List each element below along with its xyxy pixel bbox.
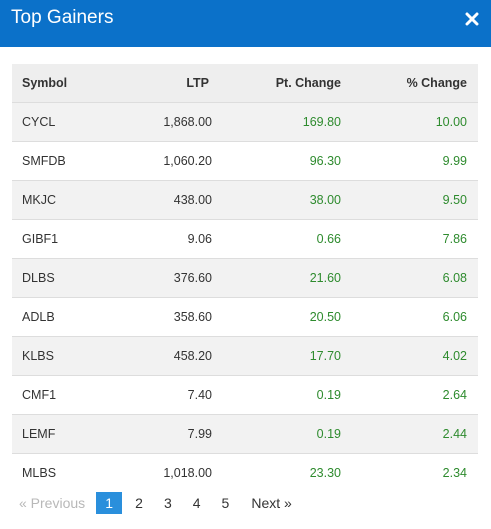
pt-change-cell: 169.80 xyxy=(221,101,353,141)
pct-change-cell: 10.00 xyxy=(353,101,478,141)
previous-page-link[interactable]: « Previous xyxy=(19,495,86,511)
symbol-cell[interactable]: CYCL xyxy=(12,101,122,141)
page-link-4[interactable]: 4 xyxy=(192,495,201,511)
ltp-cell: 376.60 xyxy=(122,257,221,297)
column-header-symbol[interactable]: Symbol xyxy=(12,64,122,103)
pt-change-cell: 20.50 xyxy=(221,296,353,336)
pt-change-cell: 23.30 xyxy=(221,452,353,492)
symbol-cell[interactable]: DLBS xyxy=(12,257,122,297)
table-row[interactable]: SMFDB 1,060.20 96.30 9.99 xyxy=(12,140,478,180)
pct-change-cell: 6.08 xyxy=(353,257,478,297)
pt-change-cell: 17.70 xyxy=(221,335,353,375)
ltp-cell: 458.20 xyxy=(122,335,221,375)
table-body: CYCL 1,868.00 169.80 10.00 SMFDB 1,060.2… xyxy=(12,101,478,492)
pagination: « Previous 1 2 3 4 5 Next » xyxy=(19,492,292,514)
table-row[interactable]: GIBF1 9.06 0.66 7.86 xyxy=(12,218,478,258)
symbol-cell[interactable]: SMFDB xyxy=(12,140,122,180)
table-row[interactable]: KLBS 458.20 17.70 4.02 xyxy=(12,335,478,375)
pt-change-cell: 0.66 xyxy=(221,218,353,258)
symbol-cell[interactable]: GIBF1 xyxy=(12,218,122,258)
ltp-cell: 1,868.00 xyxy=(122,101,221,141)
pt-change-cell: 0.19 xyxy=(221,413,353,453)
ltp-cell: 358.60 xyxy=(122,296,221,336)
pct-change-cell: 2.64 xyxy=(353,374,478,414)
ltp-cell: 7.40 xyxy=(122,374,221,414)
ltp-cell: 7.99 xyxy=(122,413,221,453)
page-link-5[interactable]: 5 xyxy=(221,495,230,511)
table-row[interactable]: MLBS 1,018.00 23.30 2.34 xyxy=(12,452,478,492)
table-row[interactable]: CYCL 1,868.00 169.80 10.00 xyxy=(12,101,478,141)
column-header-ltp[interactable]: LTP xyxy=(122,64,221,103)
symbol-cell[interactable]: CMF1 xyxy=(12,374,122,414)
pct-change-cell: 4.02 xyxy=(353,335,478,375)
modal-title: Top Gainers xyxy=(11,7,114,28)
pct-change-cell: 2.34 xyxy=(353,452,478,492)
pct-change-cell: 6.06 xyxy=(353,296,478,336)
table-header: Symbol LTP Pt. Change % Change xyxy=(12,64,478,103)
symbol-cell[interactable]: MLBS xyxy=(12,452,122,492)
table-row[interactable]: DLBS 376.60 21.60 6.08 xyxy=(12,257,478,297)
pt-change-cell: 21.60 xyxy=(221,257,353,297)
pt-change-cell: 0.19 xyxy=(221,374,353,414)
page-link-2[interactable]: 2 xyxy=(135,495,143,511)
close-icon xyxy=(465,12,479,26)
gainers-table: Symbol LTP Pt. Change % Change CYCL 1,86… xyxy=(12,64,478,492)
ltp-cell: 438.00 xyxy=(122,179,221,219)
ltp-cell: 1,018.00 xyxy=(122,452,221,492)
ltp-cell: 1,060.20 xyxy=(122,140,221,180)
table-row[interactable]: MKJC 438.00 38.00 9.50 xyxy=(12,179,478,219)
pct-change-cell: 2.44 xyxy=(353,413,478,453)
close-button[interactable] xyxy=(461,8,483,30)
symbol-cell[interactable]: MKJC xyxy=(12,179,122,219)
next-page-link[interactable]: Next » xyxy=(251,495,292,511)
page-link-1[interactable]: 1 xyxy=(96,492,123,514)
pt-change-cell: 96.30 xyxy=(221,140,353,180)
gainers-table-wrapper: Symbol LTP Pt. Change % Change CYCL 1,86… xyxy=(12,64,478,492)
column-header-pct-change[interactable]: % Change xyxy=(353,64,478,103)
table-row[interactable]: CMF1 7.40 0.19 2.64 xyxy=(12,374,478,414)
column-header-pt-change[interactable]: Pt. Change xyxy=(221,64,353,103)
pct-change-cell: 9.50 xyxy=(353,179,478,219)
pct-change-cell: 7.86 xyxy=(353,218,478,258)
pct-change-cell: 9.99 xyxy=(353,140,478,180)
modal-header: Top Gainers xyxy=(0,0,491,47)
table-row[interactable]: LEMF 7.99 0.19 2.44 xyxy=(12,413,478,453)
symbol-cell[interactable]: LEMF xyxy=(12,413,122,453)
table-header-row: Symbol LTP Pt. Change % Change xyxy=(12,64,478,103)
ltp-cell: 9.06 xyxy=(122,218,221,258)
table-row[interactable]: ADLB 358.60 20.50 6.06 xyxy=(12,296,478,336)
symbol-cell[interactable]: KLBS xyxy=(12,335,122,375)
page-link-3[interactable]: 3 xyxy=(163,495,172,511)
symbol-cell[interactable]: ADLB xyxy=(12,296,122,336)
pt-change-cell: 38.00 xyxy=(221,179,353,219)
